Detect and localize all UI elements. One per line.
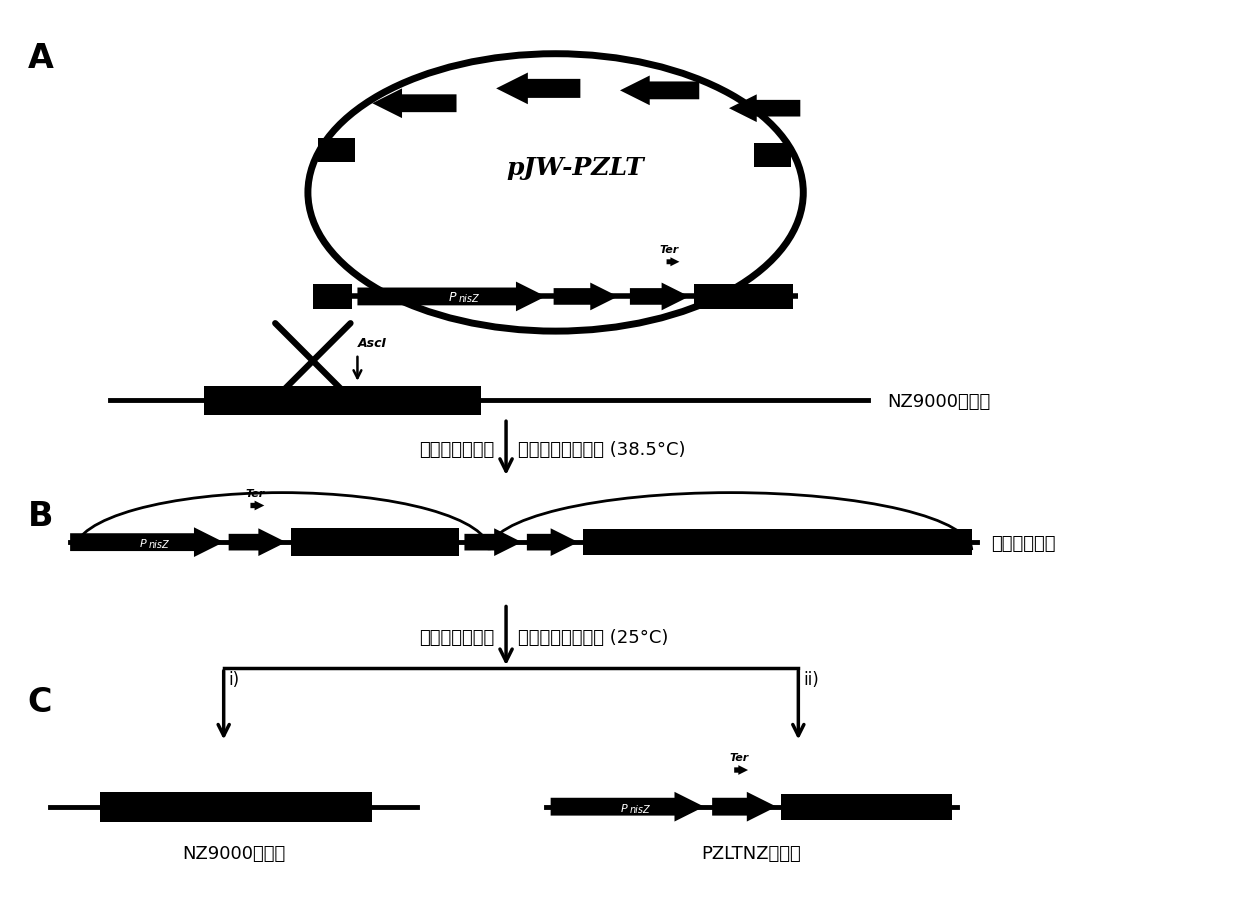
Polygon shape bbox=[620, 76, 699, 106]
Text: $P$: $P$ bbox=[449, 291, 457, 304]
Bar bbox=[318, 138, 356, 161]
Text: C: C bbox=[27, 686, 52, 719]
Polygon shape bbox=[71, 528, 224, 557]
Bar bbox=[753, 143, 792, 167]
Polygon shape bbox=[465, 529, 522, 556]
Polygon shape bbox=[372, 88, 456, 118]
Polygon shape bbox=[550, 792, 704, 822]
Text: A: A bbox=[27, 41, 53, 75]
Polygon shape bbox=[250, 501, 264, 511]
Bar bbox=[584, 529, 971, 555]
Bar bbox=[291, 529, 460, 556]
Bar bbox=[694, 283, 758, 309]
Text: NZ9000基因组: NZ9000基因组 bbox=[887, 393, 991, 411]
Polygon shape bbox=[229, 529, 286, 556]
Text: AscI: AscI bbox=[357, 337, 387, 351]
Text: 含红霉素培养基: 含红霉素培养基 bbox=[419, 441, 494, 459]
Bar bbox=[100, 792, 372, 822]
Text: 无抗生素培养基: 无抗生素培养基 bbox=[419, 630, 494, 648]
Bar bbox=[313, 283, 352, 309]
Text: nisZ: nisZ bbox=[458, 294, 479, 304]
Bar bbox=[753, 283, 793, 309]
Text: Ter: Ter bbox=[730, 753, 748, 763]
Text: Ter: Ter bbox=[660, 244, 679, 255]
Polygon shape bbox=[554, 282, 618, 310]
Polygon shape bbox=[527, 529, 579, 556]
Polygon shape bbox=[729, 95, 800, 122]
Bar bbox=[204, 386, 481, 415]
Text: 整合子基因组: 整合子基因组 bbox=[991, 535, 1056, 553]
Text: $P$: $P$ bbox=[139, 537, 147, 549]
Polygon shape bbox=[357, 281, 545, 311]
Text: nisZ: nisZ bbox=[629, 805, 650, 815]
Polygon shape bbox=[667, 257, 679, 266]
Text: Ter: Ter bbox=[245, 489, 265, 499]
Text: i): i) bbox=[229, 671, 240, 689]
Text: 低温诱导质粒切离 (25°C): 低温诱导质粒切离 (25°C) bbox=[518, 630, 668, 648]
Text: NZ9000基因组: NZ9000基因组 bbox=[182, 845, 285, 863]
Polygon shape bbox=[629, 282, 689, 310]
Polygon shape bbox=[735, 765, 748, 775]
Text: B: B bbox=[27, 500, 53, 532]
Text: 高温诱导质粒整合 (38.5°C): 高温诱导质粒整合 (38.5°C) bbox=[518, 441, 685, 459]
Text: $P$: $P$ bbox=[620, 802, 628, 814]
Polygon shape bbox=[712, 792, 777, 822]
Text: pJW-PZLT: pJW-PZLT bbox=[507, 156, 644, 179]
Bar bbox=[782, 794, 952, 820]
Text: nisZ: nisZ bbox=[149, 540, 170, 550]
Polygon shape bbox=[496, 72, 580, 105]
Text: PZLTNZ基因组: PZLTNZ基因组 bbox=[701, 845, 802, 863]
Text: ii): ii) bbox=[803, 671, 819, 689]
